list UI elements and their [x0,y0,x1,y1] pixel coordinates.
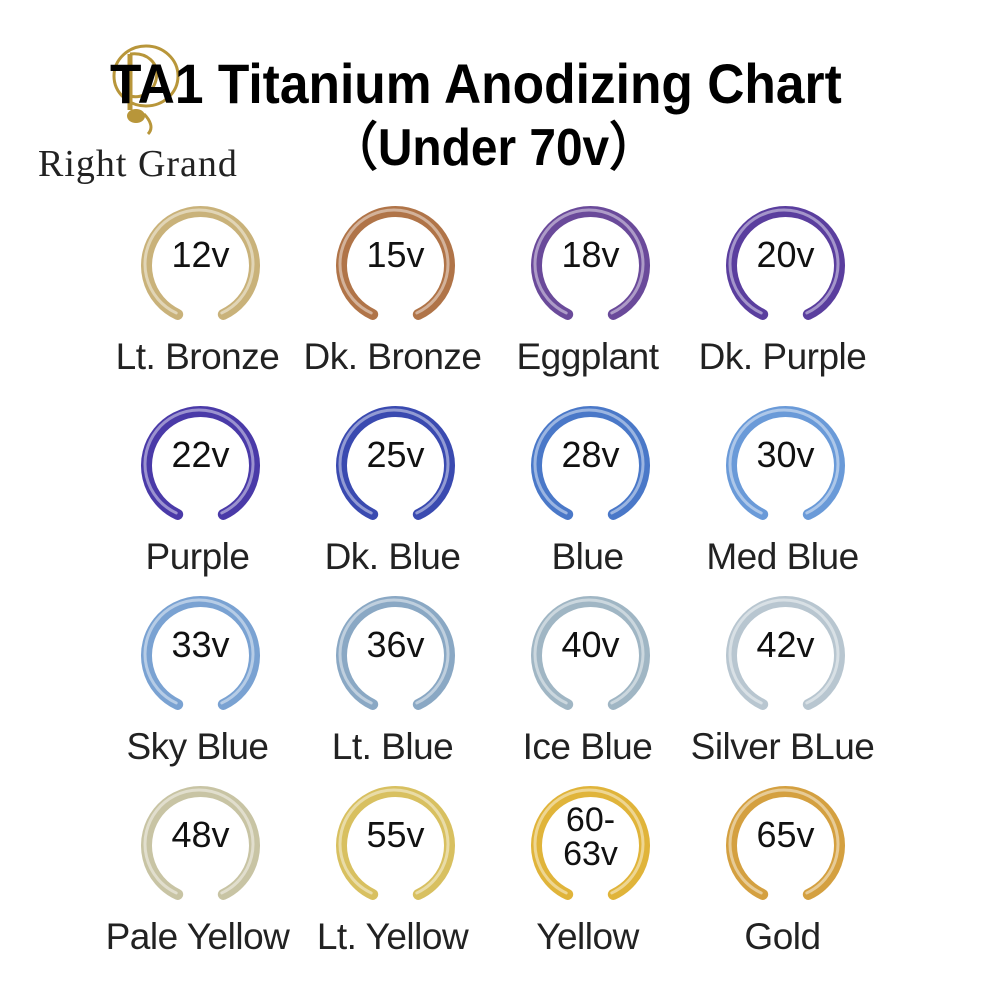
color-name-label: Pale Yellow [105,916,290,957]
page-title: TA1 Titanium Anodizing Chart [110,52,842,115]
ring-swatch-icon [726,786,845,900]
swatch-item: 28v Blue [490,395,685,595]
color-name-label: Lt. Blue [331,726,454,767]
voltage-label: 36v [366,624,425,665]
color-name-label: Dk. Bronze [303,336,482,377]
color-name-label: Silver BLue [690,726,875,767]
swatch-item: 15v Dk. Bronze [295,195,490,395]
swatch-item: 18v Eggplant [490,195,685,395]
ring-swatch-icon [336,596,455,710]
swatch-item: 12v Lt. Bronze [100,195,295,395]
color-name-label: Ice Blue [522,726,653,767]
voltage-label: 55v [366,814,425,855]
swatch-item: 42v Silver BLue [685,585,880,785]
swatch-item: 65v Gold [685,775,880,975]
color-name-label: Yellow [536,916,639,957]
voltage-label: 20v [756,234,815,275]
ring-swatch-icon [336,206,455,320]
color-name-label: Blue [551,536,624,577]
ring-swatch-icon [726,206,845,320]
voltage-label: 65v [756,814,815,855]
swatch-item: 60- 63v Yellow [490,775,685,975]
voltage-label: 12v [171,234,230,275]
voltage-label: 28v [561,434,620,475]
voltage-label: 40v [561,624,620,665]
swatch-item: 36v Lt. Blue [295,585,490,785]
ring-swatch-icon [531,786,650,900]
voltage-label: 22v [171,434,230,475]
ring-swatch-icon [336,786,455,900]
voltage-label: 33v [171,624,230,665]
ring-swatch-icon [726,406,845,520]
voltage-label: 42v [756,624,815,665]
ring-swatch-icon [531,406,650,520]
color-name-label: Eggplant [516,336,659,377]
voltage-label: 15v [366,234,425,275]
color-name-label: Dk. Blue [324,536,461,577]
ring-swatch-icon [531,596,650,710]
ring-swatch-icon [141,596,260,710]
voltage-label: 25v [366,434,425,475]
ring-swatch-icon [531,206,650,320]
swatch-item: 55v Lt. Yellow [295,775,490,975]
swatch-item: 30v Med Blue [685,395,880,595]
voltage-label: 18v [561,234,620,275]
brand-logo: Right Grand [28,40,268,190]
ring-swatch-icon [141,786,260,900]
music-note-logo-icon [112,44,180,136]
color-name-label: Lt. Yellow [316,916,469,957]
color-name-label: Gold [744,916,821,957]
ring-swatch-icon [141,406,260,520]
swatch-item: 22v Purple [100,395,295,595]
color-name-label: Purple [145,536,250,577]
swatch-item: 40v Ice Blue [490,585,685,785]
swatch-item: 48v Pale Yellow [100,775,295,975]
voltage-label: 30v [756,434,815,475]
swatch-grid: 12v Lt. Bronze 15v Dk. Bronze 18v Eggplant 20v… [100,195,880,985]
swatch-item: 20v Dk. Purple [685,195,880,395]
ring-swatch-icon [141,206,260,320]
page-subtitle: （Under 70v） [330,119,658,177]
brand-name: Right Grand [38,143,238,185]
color-name-label: Lt. Bronze [115,336,280,377]
ring-swatch-icon [726,596,845,710]
swatch-item: 25v Dk. Blue [295,395,490,595]
color-name-label: Sky Blue [126,726,269,767]
voltage-label: 60- 63v [563,801,618,873]
ring-swatch-icon [336,406,455,520]
color-name-label: Dk. Purple [698,336,867,377]
swatch-item: 33v Sky Blue [100,585,295,785]
voltage-label: 48v [171,814,230,855]
color-name-label: Med Blue [706,536,859,577]
